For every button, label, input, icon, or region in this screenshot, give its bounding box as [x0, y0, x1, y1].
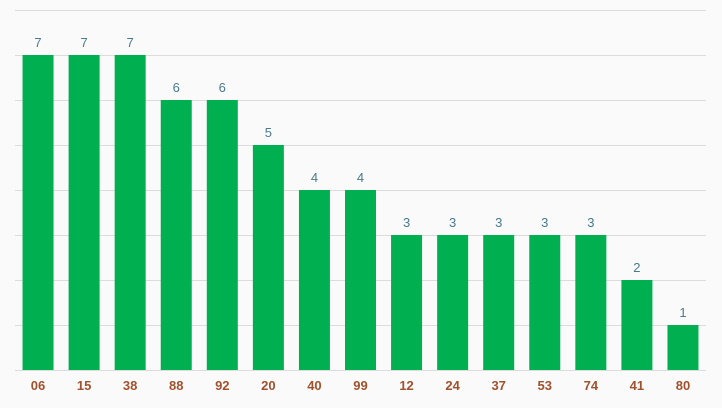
x-tick-label-06: 06 [31, 378, 45, 393]
x-tick-label-92: 92 [215, 378, 229, 393]
bar-74 [575, 235, 606, 370]
bar-41 [621, 280, 652, 370]
value-label-80: 1 [679, 305, 686, 320]
x-tick-label-41: 41 [630, 378, 644, 393]
bar-40 [299, 190, 330, 370]
bar-92 [207, 100, 238, 370]
x-tick-label-38: 38 [123, 378, 137, 393]
bar-88 [161, 100, 192, 370]
bar-24 [437, 235, 468, 370]
x-tick-labels-group: 06 15 38 88 92 20 40 99 12 24 37 53 74 41 80 [31, 378, 690, 393]
value-label-53: 3 [541, 215, 548, 230]
bars-group [23, 55, 699, 370]
bar-20 [253, 145, 284, 370]
bar-06 [23, 55, 54, 370]
bar-53 [529, 235, 560, 370]
x-tick-label-12: 12 [399, 378, 413, 393]
x-tick-label-37: 37 [491, 378, 505, 393]
value-label-92: 6 [219, 80, 226, 95]
bar-12 [391, 235, 422, 370]
value-label-74: 3 [587, 215, 594, 230]
value-label-12: 3 [403, 215, 410, 230]
value-label-38: 7 [127, 35, 134, 50]
value-label-06: 7 [34, 35, 41, 50]
x-tick-label-24: 24 [445, 378, 460, 393]
x-tick-label-20: 20 [261, 378, 275, 393]
value-label-88: 6 [173, 80, 180, 95]
x-tick-label-15: 15 [77, 378, 91, 393]
value-label-99: 4 [357, 170, 364, 185]
bar-99 [345, 190, 376, 370]
x-tick-label-53: 53 [538, 378, 552, 393]
bar-80 [667, 325, 698, 370]
x-tick-label-99: 99 [353, 378, 367, 393]
value-label-24: 3 [449, 215, 456, 230]
bar-38 [115, 55, 146, 370]
x-tick-label-80: 80 [676, 378, 690, 393]
value-label-15: 7 [80, 35, 87, 50]
value-label-37: 3 [495, 215, 502, 230]
x-tick-label-88: 88 [169, 378, 183, 393]
value-label-41: 2 [633, 260, 640, 275]
value-label-40: 4 [311, 170, 318, 185]
bar-15 [69, 55, 100, 370]
x-tick-label-74: 74 [584, 378, 599, 393]
value-label-20: 5 [265, 125, 272, 140]
x-tick-label-40: 40 [307, 378, 321, 393]
bar-37 [483, 235, 514, 370]
